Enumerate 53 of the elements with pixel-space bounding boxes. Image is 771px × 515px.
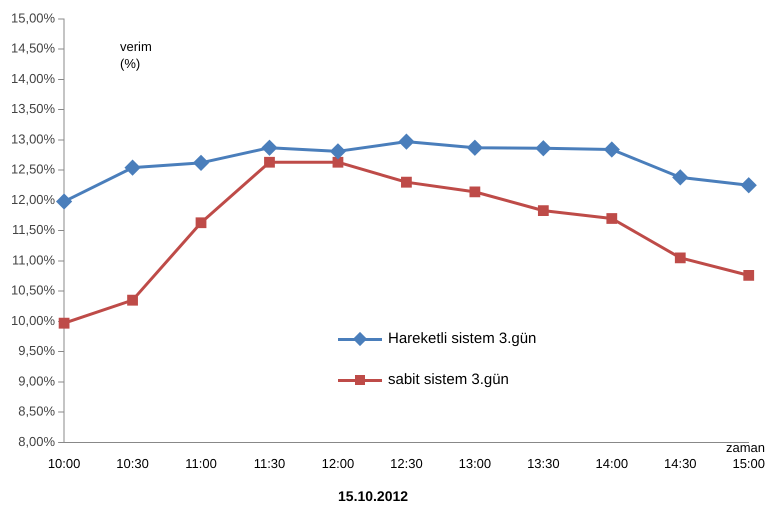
point (743, 270, 754, 281)
point (398, 134, 414, 150)
y-tick-label: 9,00% (18, 373, 56, 388)
y-tick-label: 12,50% (10, 162, 56, 177)
point (58, 318, 70, 329)
y-tick-label: 9,50% (18, 343, 56, 358)
x-tick-label: 14:00 (596, 456, 628, 471)
legend-label: Hareketli sistem 3.gün (388, 330, 536, 347)
x-tick-label: 11:00 (185, 456, 217, 471)
y-tick-label: 10,00% (10, 312, 56, 328)
point (469, 186, 480, 198)
y-tick-label: 14,00% (10, 70, 56, 86)
point (125, 160, 140, 176)
point (672, 170, 688, 185)
point (264, 156, 275, 168)
point (401, 176, 412, 188)
point (196, 217, 206, 228)
legend-label: sabit sistem 3.gün (388, 371, 509, 388)
point (741, 178, 756, 193)
point (330, 144, 346, 159)
x-tick-label: 12:00 (322, 456, 354, 471)
point (674, 252, 686, 264)
x-tick-label: 11:30 (254, 456, 286, 471)
x-axis-title: zaman (726, 440, 765, 455)
point (604, 142, 620, 158)
y-tick-label: 11,50% (12, 222, 56, 238)
point (194, 155, 209, 170)
x-tick-label: 12:30 (390, 456, 423, 471)
y-tick-label: 15,00% (10, 10, 56, 26)
x-tick-label: 13:00 (458, 456, 492, 471)
y-tick-label: 13,00% (10, 131, 56, 146)
point (467, 140, 482, 156)
x-tick-label: 13:30 (527, 456, 560, 471)
x-tick-label: 15:00 (732, 456, 766, 471)
y-tick-label: 13,50% (10, 101, 56, 116)
point (56, 194, 72, 210)
y-tick-label: 12,00% (10, 192, 56, 207)
y-tick-label: 8,50% (18, 404, 56, 419)
y-tick-label: 10,50% (10, 282, 56, 298)
text: 15.10.2012 (338, 488, 408, 504)
point (536, 140, 551, 156)
point (127, 294, 138, 306)
y-tick-label: 8,00% (18, 434, 56, 449)
point (262, 140, 277, 156)
x-tick-label: 10:30 (116, 456, 149, 471)
y-axis-title: verim (%) (120, 38, 152, 72)
point (606, 213, 618, 224)
point (332, 156, 344, 168)
point (538, 205, 549, 216)
x-tick-label: 14:30 (664, 456, 697, 471)
y-tick-label: 11,00% (12, 252, 56, 268)
x-tick-label: 10:00 (48, 456, 80, 471)
y-tick-label: 14,50% (10, 40, 56, 56)
